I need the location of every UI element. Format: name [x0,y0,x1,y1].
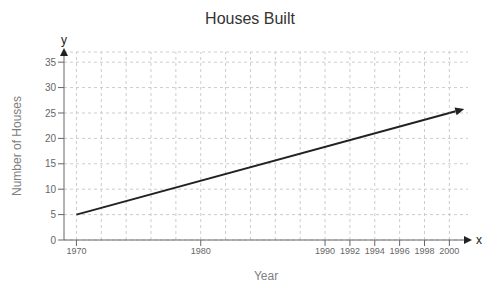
svg-text:1992: 1992 [340,246,360,256]
svg-text:5: 5 [50,209,56,220]
svg-text:1990: 1990 [315,246,335,256]
svg-text:15: 15 [45,158,57,169]
html-text:Houses Built: Houses Built [205,10,295,27]
svg-text:1980: 1980 [191,246,211,256]
svg-text:1998: 1998 [414,246,434,256]
svg-text:25: 25 [45,108,57,119]
svg-text:y: y [61,33,67,47]
svg-text:10: 10 [45,184,57,195]
svg-text:1996: 1996 [390,246,410,256]
svg-text:1994: 1994 [365,246,385,256]
svg-text:2000: 2000 [439,246,459,256]
svg-text:1970: 1970 [66,246,86,256]
svg-text:Year: Year [254,269,278,283]
svg-text:35: 35 [45,57,57,68]
svg-text:20: 20 [45,133,57,144]
svg-text:0: 0 [50,235,56,246]
svg-text:x: x [476,233,482,247]
svg-text:Number of Houses: Number of Houses [10,96,24,196]
svg-text:30: 30 [45,82,57,93]
